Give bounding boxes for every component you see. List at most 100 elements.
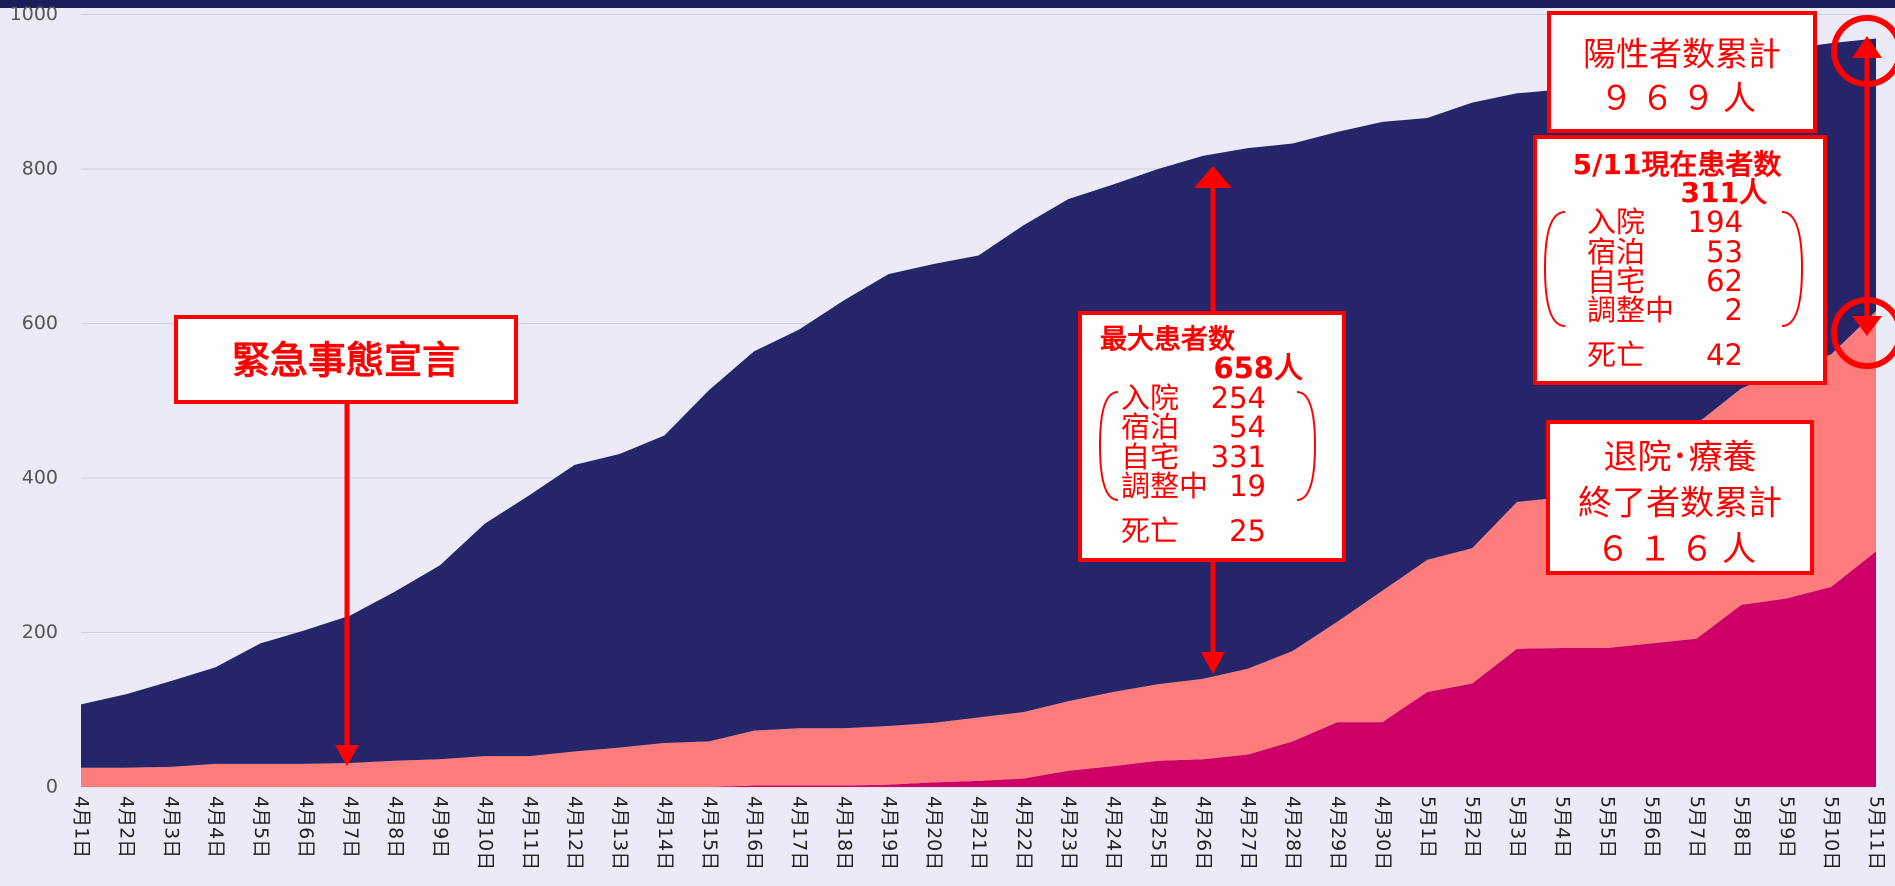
x-tick-label: 5月4日: [1551, 796, 1573, 858]
arrow-head: [1201, 652, 1225, 674]
annotation-text: 入院: [1587, 205, 1645, 239]
x-tick-label: 5月6日: [1641, 796, 1663, 858]
y-tick-label: 600: [22, 312, 58, 334]
annotation-text: 宿泊: [1121, 410, 1179, 444]
annotation-text: 658人: [1213, 351, 1303, 385]
annotation-box: [1546, 420, 1814, 575]
x-tick-label: 5月3日: [1507, 796, 1529, 858]
annotation-text: 自宅: [1121, 440, 1179, 474]
x-tick-label: 5月11日: [1866, 796, 1888, 870]
x-tick-label: 4月5日: [250, 796, 272, 858]
annotation-text: 入院: [1121, 381, 1179, 415]
x-tick-label: 4月6日: [295, 796, 317, 858]
annotation-text: 調整中: [1121, 469, 1208, 503]
y-tick-label: 400: [22, 467, 58, 489]
x-tick-label: 5月9日: [1776, 796, 1798, 858]
annotation-text: 退院･療養: [1604, 438, 1757, 478]
annotation-box: [1533, 135, 1827, 385]
x-tick-label: 4月1日: [71, 796, 93, 858]
annotation-text: 宿泊: [1587, 235, 1645, 269]
x-tick-label: 4月12日: [564, 796, 586, 870]
annotation-text: 25: [1229, 514, 1266, 548]
annotation-text: 54: [1229, 410, 1266, 444]
x-tick-label: 4月13日: [609, 796, 631, 870]
x-tick-label: 4月16日: [744, 796, 766, 870]
annotation-items: 入院 194 宿泊 53 自宅 62 調整中 2 死亡 42: [1587, 205, 1743, 372]
x-tick-label: 4月30日: [1372, 796, 1394, 870]
annotation-box: [174, 315, 518, 404]
x-tick-label: 4月7日: [340, 796, 362, 858]
annotation-text: 最大患者数: [1100, 325, 1236, 356]
x-tick-label: 4月17日: [789, 796, 811, 870]
x-tick-label: 4月20日: [923, 796, 945, 870]
highlight-circle: [1831, 15, 1895, 87]
highlight-circle: [1831, 297, 1895, 369]
x-tick-label: 4月21日: [968, 796, 990, 870]
arrow-head: [335, 745, 359, 766]
annotation-text: 194: [1688, 205, 1743, 239]
annotation-text: 53: [1706, 235, 1743, 269]
x-tick-label: 4月8日: [385, 796, 407, 858]
x-tick-label: 4月26日: [1192, 796, 1214, 870]
bracket: [1098, 391, 1317, 501]
x-tick-label: 4月24日: [1103, 796, 1125, 870]
arrow-head: [1852, 316, 1882, 336]
annotation-text: 2: [1725, 293, 1743, 327]
annotation-text: 死亡: [1587, 338, 1645, 372]
x-tick-label: 4月15日: [699, 796, 721, 870]
x-tick-label: 4月19日: [878, 796, 900, 870]
annotation-text: 自宅: [1587, 264, 1645, 298]
y-tick-label: 800: [22, 158, 58, 180]
arrow-head: [1852, 36, 1882, 58]
annotation-text: 5/11現在患者数: [1573, 148, 1783, 181]
x-tick-label: 4月28日: [1282, 796, 1304, 870]
x-tick-label: 4月27日: [1237, 796, 1259, 870]
x-tick-label: 5月10日: [1821, 796, 1843, 870]
annotation-text: ６１６人: [1596, 530, 1764, 570]
x-tick-label: 4月11日: [519, 796, 541, 870]
x-tick-label: 4月23日: [1058, 796, 1080, 870]
annotation-text: 死亡: [1121, 514, 1179, 548]
x-tick-label: 4月3日: [160, 796, 182, 858]
x-tick-label: 5月2日: [1462, 796, 1484, 858]
x-tick-label: 4月10日: [474, 796, 496, 870]
annotation-text: 調整中: [1587, 293, 1674, 327]
y-tick-label: 200: [22, 621, 58, 643]
area: [81, 38, 1876, 768]
x-tick-label: 5月7日: [1686, 796, 1708, 858]
x-tick-label: 4月18日: [833, 796, 855, 870]
annotation-text: 19: [1229, 469, 1266, 503]
annotation-text: 331: [1211, 440, 1266, 474]
x-tick-label: 5月5日: [1596, 796, 1618, 858]
annotation-box: [1547, 11, 1817, 133]
annotation-text: 42: [1706, 338, 1743, 372]
annotation-text: 終了者数累計: [1578, 484, 1782, 524]
x-tick-label: 5月1日: [1417, 796, 1439, 858]
x-tick-label: 4月14日: [654, 796, 676, 870]
y-tick-label: 0: [46, 776, 58, 798]
annotation-text: ９６９人: [1600, 79, 1764, 118]
arrow-head: [1194, 166, 1232, 188]
area: [81, 551, 1876, 787]
x-tick-label: 4月2日: [115, 796, 137, 858]
bracket: [1543, 211, 1804, 327]
area: [81, 311, 1876, 787]
x-tick-label: 4月9日: [430, 796, 452, 858]
y-tick-label: 1000: [10, 3, 58, 25]
annotation-text: 陽性者数累計: [1583, 35, 1781, 74]
annotation-text: 緊急事態宣言: [232, 339, 460, 383]
annotation-text: 311人: [1681, 176, 1767, 209]
x-tick-label: 4月22日: [1013, 796, 1035, 870]
x-tick-label: 4月4日: [205, 796, 227, 858]
x-tick-label: 4月25日: [1148, 796, 1170, 870]
x-tick-label: 5月8日: [1731, 796, 1753, 858]
top-banner: [0, 0, 1895, 8]
annotation-text: 62: [1706, 264, 1743, 298]
annotation-box: [1078, 311, 1346, 562]
x-tick-label: 4月29日: [1327, 796, 1349, 870]
annotation-text: 254: [1211, 381, 1266, 415]
